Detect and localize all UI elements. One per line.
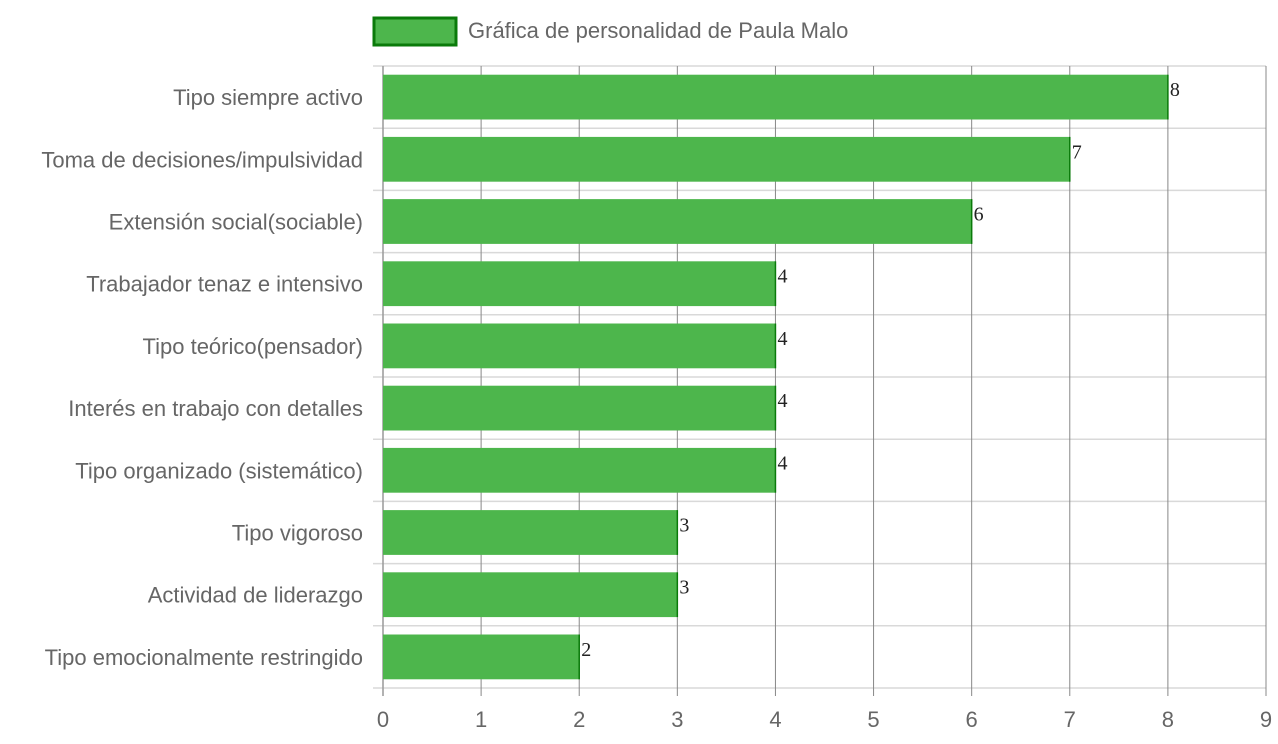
- legend-label: Gráfica de personalidad de Paula Malo: [468, 18, 848, 43]
- data-label: 4: [777, 452, 787, 474]
- x-axis-ticks: 0 1 2 3 4 5 6 7 8 9: [377, 707, 1272, 732]
- category-label: Toma de decisiones/impulsividad: [41, 147, 363, 172]
- bar[interactable]: [383, 634, 580, 680]
- category-label: Interés en trabajo con detalles: [68, 396, 363, 421]
- data-label: 2: [581, 639, 591, 661]
- bar[interactable]: [383, 74, 1168, 120]
- x-tick-label: 0: [377, 707, 389, 732]
- category-label: Tipo siempre activo: [173, 85, 363, 110]
- x-tick-label: 9: [1260, 707, 1272, 732]
- bar[interactable]: [383, 447, 776, 493]
- category-label: Tipo vigoroso: [232, 521, 363, 546]
- data-label: 6: [974, 204, 984, 226]
- x-tick-label: 6: [966, 707, 978, 732]
- category-labels: Tipo siempre activo Toma de decisiones/im…: [41, 85, 363, 670]
- x-tick-label: 8: [1162, 707, 1174, 732]
- x-tick-label: 5: [867, 707, 879, 732]
- bars: [383, 74, 1169, 680]
- category-label: Actividad de liderazgo: [148, 583, 363, 608]
- category-label: Tipo organizado (sistemático): [75, 458, 363, 483]
- data-label: 4: [777, 390, 787, 412]
- x-tick-label: 2: [573, 707, 585, 732]
- bar[interactable]: [383, 323, 776, 369]
- category-label: Tipo emocionalmente restringido: [45, 645, 363, 670]
- x-tick-label: 3: [671, 707, 683, 732]
- x-tick-label: 7: [1064, 707, 1076, 732]
- legend-swatch: [372, 16, 458, 47]
- category-label: Trabajador tenaz e intensivo: [86, 272, 363, 297]
- data-label: 4: [777, 266, 787, 288]
- bar[interactable]: [383, 572, 678, 618]
- bar[interactable]: [383, 261, 776, 307]
- bar[interactable]: [383, 510, 678, 555]
- data-label: 8: [1170, 79, 1180, 101]
- data-labels: 8 7 6 4 4 4 4 3 3 2: [581, 79, 1180, 661]
- data-label: 3: [679, 515, 689, 537]
- x-tick-label: 1: [475, 707, 487, 732]
- bar[interactable]: [383, 199, 972, 244]
- bar[interactable]: [383, 385, 776, 431]
- x-tick-label: 4: [769, 707, 781, 732]
- bar[interactable]: [383, 136, 1070, 182]
- data-label: 7: [1072, 141, 1082, 163]
- data-label: 4: [777, 328, 787, 350]
- category-label: Tipo teórico(pensador): [142, 334, 363, 359]
- data-label: 3: [679, 577, 689, 599]
- legend[interactable]: Gráfica de personalidad de Paula Malo: [372, 16, 848, 47]
- category-label: Extensión social(sociable): [109, 210, 363, 235]
